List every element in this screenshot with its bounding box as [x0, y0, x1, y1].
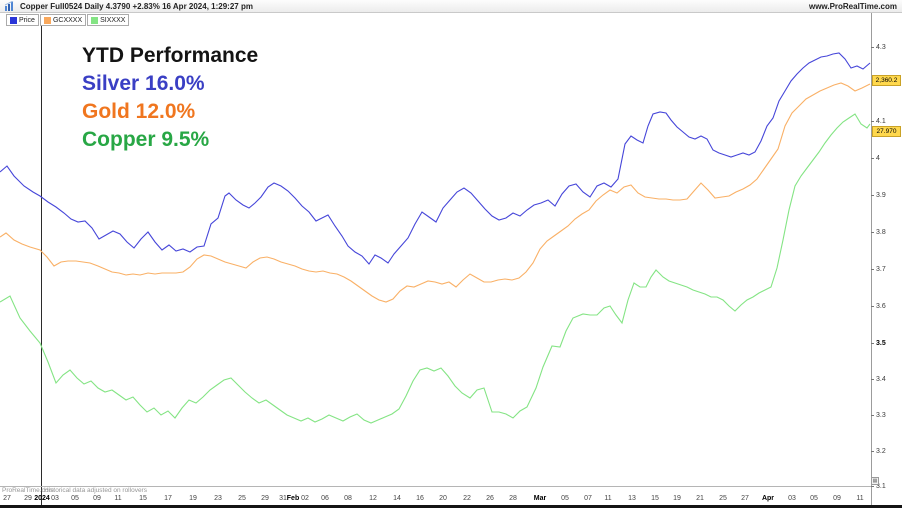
legend-label-gold: GCXXXX [52, 16, 83, 24]
instrument-title: Copper Full0524 Daily 4.3790 +2.83% 16 A… [20, 1, 253, 11]
app-chart-icon [5, 1, 14, 11]
time-axis-tick: 22 [463, 495, 471, 502]
last-price-label-GCXXXX: 2,360.2 [872, 75, 901, 86]
time-axis-line [0, 486, 871, 487]
legend-item-gold[interactable]: GCXXXX [39, 14, 87, 26]
series-line-silver [0, 113, 871, 424]
window-titlebar: Copper Full0524 Daily 4.3790 +2.83% 16 A… [0, 0, 902, 13]
time-axis-tick: 19 [189, 495, 197, 502]
price-axis-tick: 4.1 [871, 118, 886, 125]
time-axis-tick: 09 [833, 495, 841, 502]
time-axis-tick: 2024 [34, 495, 50, 502]
time-axis-tick: 16 [416, 495, 424, 502]
year-separator-line [40, 16, 42, 505]
prorealtime-credit: ProRealTime.com [2, 487, 54, 494]
axis-settings-icon[interactable]: ▦ [871, 477, 879, 485]
time-axis-tick: 05 [810, 495, 818, 502]
time-axis-tick: 03 [51, 495, 59, 502]
annotation-copper: Copper 9.5% [82, 128, 210, 151]
price-series-swatch-icon [10, 16, 17, 24]
legend-item-price[interactable]: Price [6, 14, 39, 26]
gold-series-swatch-icon [43, 16, 51, 24]
legend-item-silver[interactable]: SIXXXX [87, 14, 130, 26]
time-axis-tick: 19 [673, 495, 681, 502]
time-axis-tick: 08 [344, 495, 352, 502]
time-axis-tick: Mar [533, 495, 547, 502]
last-price-label-SIXXXX: 27.970 [872, 126, 901, 137]
price-axis-tick: 4.3 [871, 44, 886, 51]
time-axis[interactable]: 27 29 2024 03 05 09 11 15 17 19 23 25 29 31 Feb 02 06 08 1… [0, 495, 871, 505]
time-axis-tick: 26 [486, 495, 494, 502]
time-axis-tick: 13 [628, 495, 636, 502]
time-axis-tick: 29 [24, 495, 32, 502]
price-axis-tick: 3.7 [871, 266, 886, 273]
price-axis-tick: 3.9 [871, 192, 886, 199]
time-axis-tick: Feb [286, 495, 300, 502]
time-axis-tick: 11 [604, 495, 612, 502]
price-axis-tick: 3.8 [871, 229, 886, 236]
time-axis-tick: 17 [164, 495, 172, 502]
time-axis-tick: 09 [93, 495, 101, 502]
annotation-silver: Silver 16.0% [82, 72, 205, 95]
rollover-note: Historical data adjusted on rollovers [44, 487, 147, 494]
legend-label-silver: SIXXXX [100, 16, 126, 24]
price-axis-tick: 4 [871, 155, 880, 162]
time-axis-tick: 27 [3, 495, 11, 502]
time-axis-tick: 06 [321, 495, 329, 502]
series-line-gold [0, 82, 871, 303]
price-axis-tick: 3.4 [871, 376, 886, 383]
time-axis-tick: 27 [741, 495, 749, 502]
time-axis-tick: 21 [696, 495, 704, 502]
website-link[interactable]: www.ProRealTime.com [808, 1, 897, 11]
time-axis-tick: 25 [719, 495, 727, 502]
time-axis-tick: 29 [261, 495, 269, 502]
price-axis-line [871, 13, 872, 505]
time-axis-tick: 15 [139, 495, 147, 502]
time-axis-tick: 11 [856, 495, 864, 502]
time-axis-tick: 14 [393, 495, 401, 502]
legend: Price GCXXXX SIXXXX [6, 14, 130, 26]
silver-series-swatch-icon [91, 16, 99, 24]
time-axis-tick: 07 [584, 495, 592, 502]
time-axis-tick: 03 [788, 495, 796, 502]
price-axis-tick: 3.6 [871, 303, 886, 310]
price-axis-tick: 3.2 [871, 448, 886, 455]
price-axis-tick: 3.3 [871, 412, 886, 419]
price-axis-tick: 3.5 [871, 340, 886, 347]
time-axis-tick: 12 [369, 495, 377, 502]
time-axis-tick: 11 [114, 495, 122, 502]
price-axis-tick: 3.1 [871, 483, 886, 490]
series-line-price-copper [0, 52, 871, 265]
annotation-title: YTD Performance [82, 44, 259, 67]
time-axis-tick: Apr [761, 495, 775, 502]
time-axis-tick: 05 [561, 495, 569, 502]
time-axis-tick: 02 [301, 495, 309, 502]
ytd-annotation: YTD Performance Silver 16.0% Gold 12.0% … [82, 42, 258, 154]
legend-label-price: Price [19, 16, 35, 24]
time-axis-tick: 20 [439, 495, 447, 502]
time-axis-tick: 28 [509, 495, 517, 502]
annotation-gold: Gold 12.0% [82, 100, 196, 123]
time-axis-tick: 15 [651, 495, 659, 502]
time-axis-tick: 31 [279, 495, 287, 502]
window-bottom-border [0, 505, 902, 508]
time-axis-tick: 23 [214, 495, 222, 502]
time-axis-tick: 25 [238, 495, 246, 502]
time-axis-tick: 05 [71, 495, 79, 502]
